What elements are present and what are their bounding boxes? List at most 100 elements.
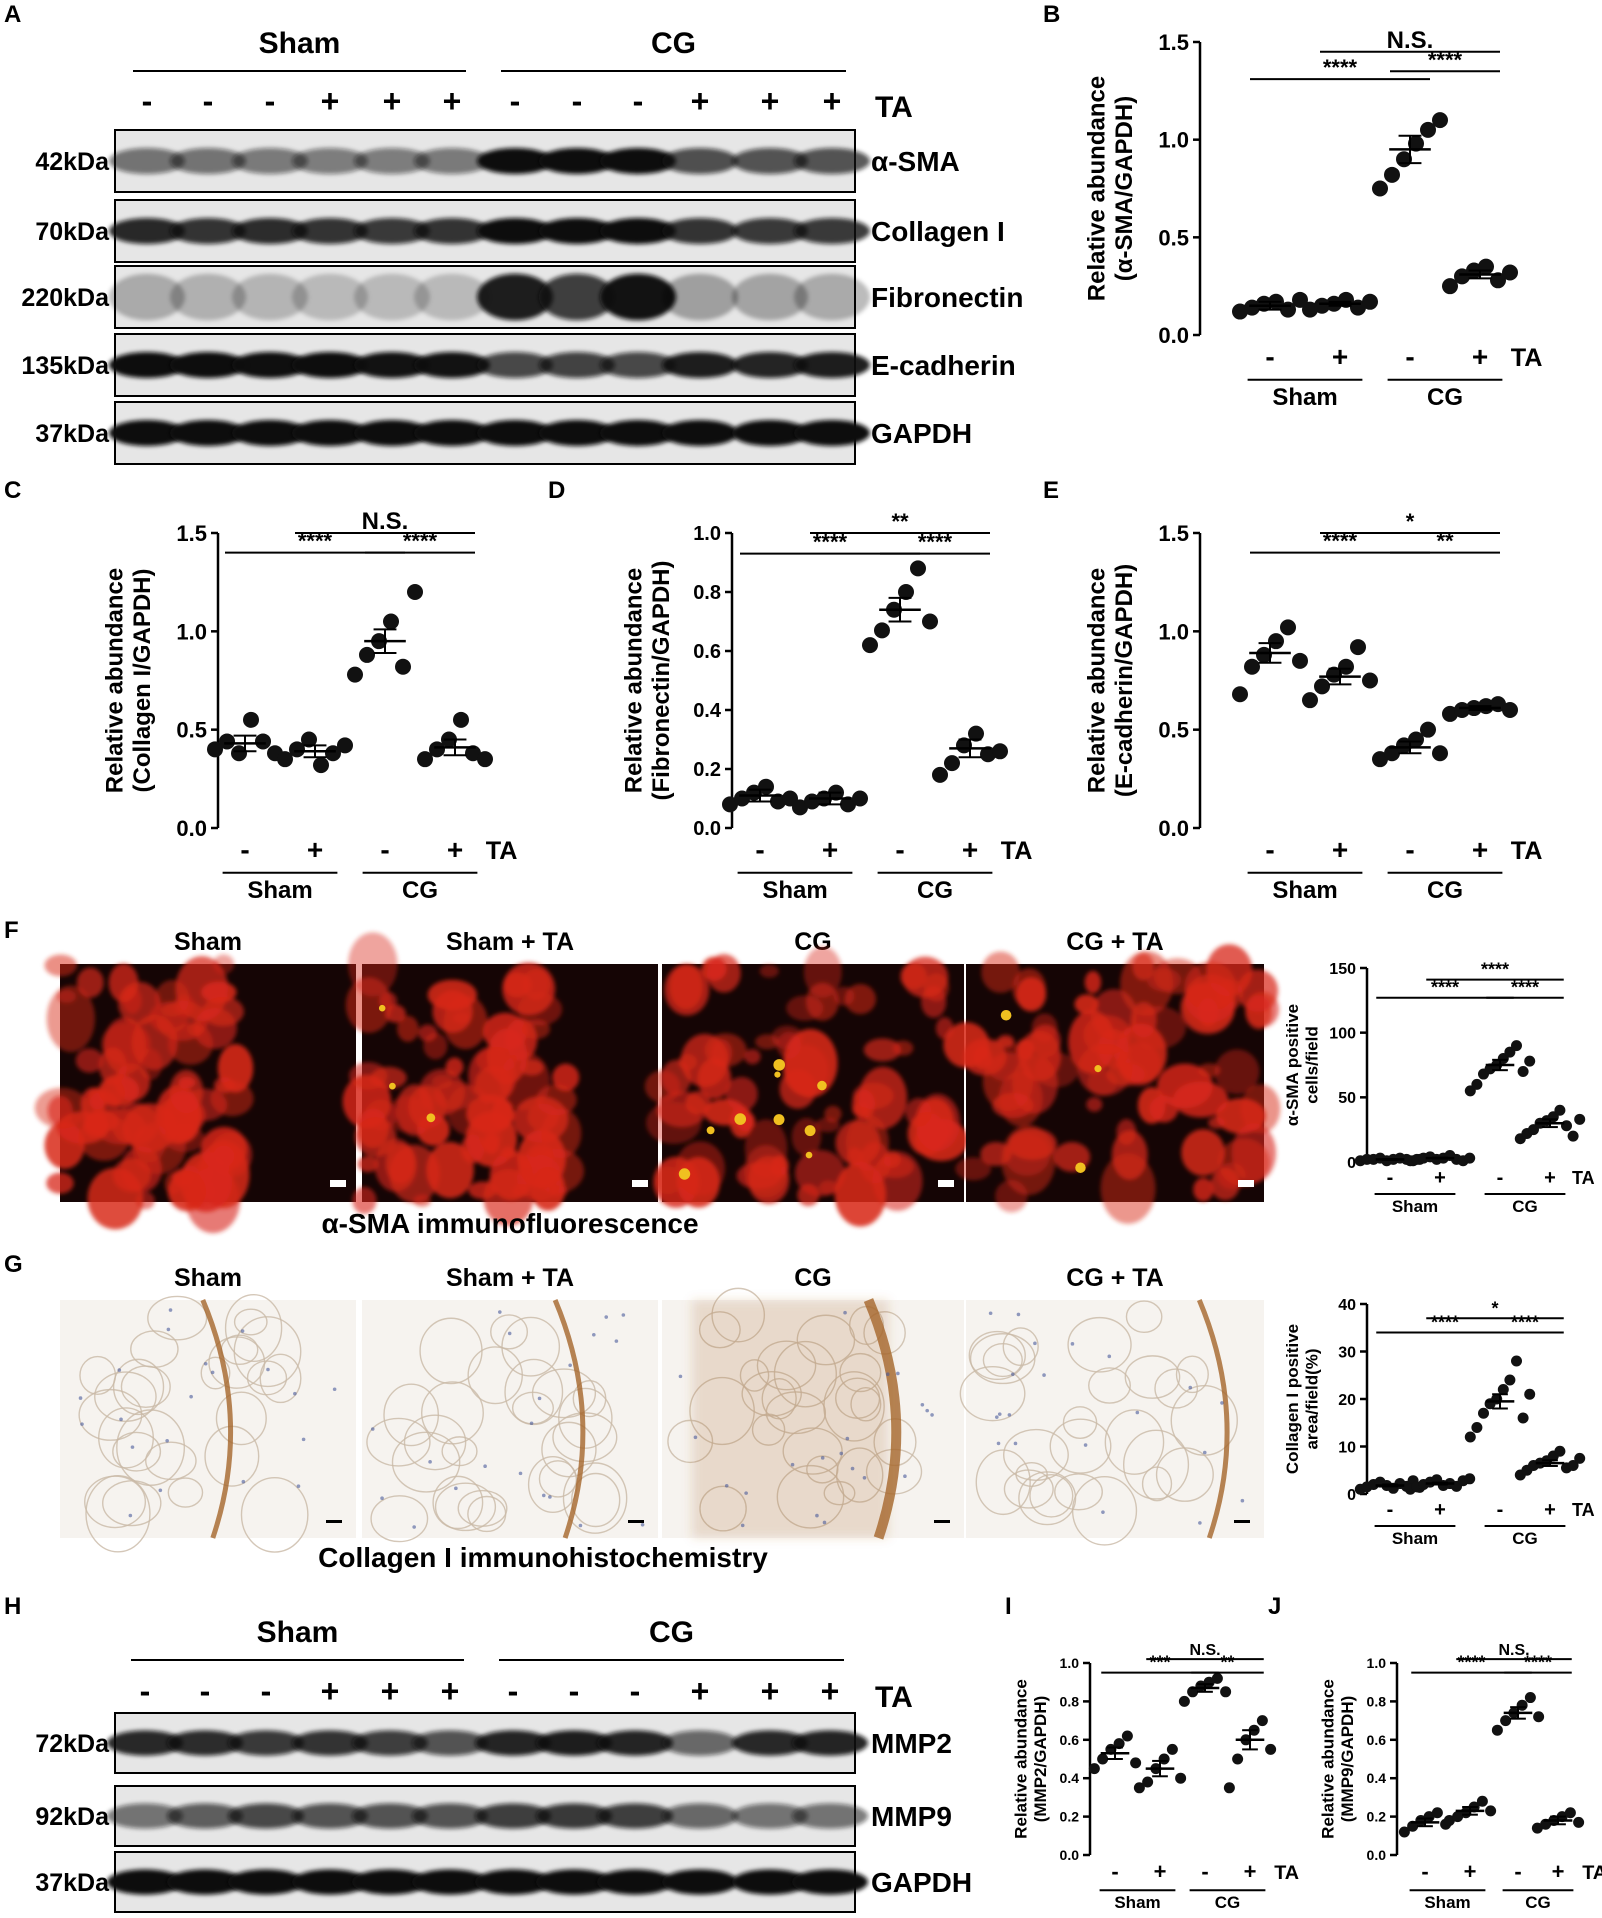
data-point xyxy=(1564,1807,1576,1819)
muscle-fiber xyxy=(759,964,779,978)
fiber-outline xyxy=(467,1495,507,1533)
muscle-fiber xyxy=(1173,1081,1229,1118)
nucleus xyxy=(1135,1410,1140,1415)
blot-band xyxy=(662,1803,738,1829)
fiber-outline xyxy=(1122,1429,1190,1500)
muscle-fiber xyxy=(1181,1129,1225,1176)
collagen-stain xyxy=(1196,1299,1230,1539)
treatment-sign: + xyxy=(1472,834,1488,865)
muscle-fiber xyxy=(786,995,824,1021)
data-point xyxy=(758,778,774,795)
panel-letter-c: C xyxy=(4,477,21,504)
data-point xyxy=(1133,1782,1145,1794)
muscle-fiber xyxy=(483,1012,528,1052)
fiber-outline xyxy=(1104,1409,1165,1475)
data-point xyxy=(1574,1452,1586,1464)
data-point xyxy=(840,796,856,813)
y-tick-label: 0.2 xyxy=(1060,1809,1080,1825)
y-tick-label: 0.4 xyxy=(1060,1770,1080,1786)
muscle-fiber xyxy=(782,1044,829,1096)
data-point xyxy=(301,731,317,748)
fiber-outline xyxy=(572,1379,607,1418)
fiber-outline xyxy=(200,1356,231,1390)
fiber-outline xyxy=(1125,1300,1163,1334)
fiber-outline xyxy=(147,1295,208,1341)
data-point xyxy=(1350,639,1366,656)
data-point xyxy=(1121,1730,1133,1742)
muscle-fiber xyxy=(76,967,104,998)
blot-band xyxy=(412,1730,488,1756)
treatment-sign: - xyxy=(1514,1859,1521,1884)
data-point xyxy=(1500,1715,1512,1727)
bottom-group-label: CG xyxy=(649,1616,694,1649)
chart-b: 0.0 0.5 1.0 1.5 Relative abundance (α-SMA/GAP… xyxy=(1083,27,1542,411)
nucleus xyxy=(189,1394,193,1399)
positive-cell xyxy=(804,1125,816,1137)
muscle-fiber xyxy=(791,1117,822,1156)
micrograph-title: Sham + TA xyxy=(446,1264,574,1292)
data-point xyxy=(1464,1431,1476,1443)
treatment-sign: + xyxy=(962,834,978,865)
blot-band xyxy=(539,217,615,245)
top-treatment-sign: - xyxy=(142,83,153,119)
data-point xyxy=(407,584,423,600)
muscle-fiber xyxy=(108,963,139,1003)
data-point xyxy=(1574,1113,1586,1125)
muscle-fiber xyxy=(416,1113,450,1146)
ihc-panel: Sham + TA xyxy=(362,1264,658,1543)
blot-band xyxy=(794,217,870,245)
nucleus xyxy=(483,1464,487,1469)
muscle-fiber xyxy=(364,1099,398,1131)
y-axis-label: α-SMA positive cells/field xyxy=(1283,1004,1322,1126)
muscle-fiber xyxy=(962,1038,1007,1076)
data-point xyxy=(1326,666,1342,683)
blot-band xyxy=(232,273,308,321)
nucleus xyxy=(1220,1401,1224,1405)
blot-band xyxy=(167,1730,243,1756)
data-point xyxy=(313,757,329,774)
data-point xyxy=(1372,180,1388,197)
blot-band xyxy=(414,419,490,447)
y-axis-label: Relative abundance (E-cadherin/GAPDH) xyxy=(1083,564,1138,797)
fiber-outline xyxy=(1002,1327,1039,1367)
muscle-fiber xyxy=(167,1171,206,1212)
y-tick-label: 0.0 xyxy=(1158,816,1189,841)
tissue-texture xyxy=(943,944,1281,1224)
treatment-label: TA xyxy=(1511,344,1543,372)
data-point xyxy=(1502,702,1518,718)
panel-letter-b: B xyxy=(1043,1,1060,28)
data-point xyxy=(1573,1816,1585,1828)
blot-band xyxy=(228,1730,304,1756)
blot-band xyxy=(414,351,490,379)
blot-band xyxy=(292,1803,368,1829)
y-label-line: Collagen I positive xyxy=(1283,1324,1302,1474)
data-point xyxy=(1384,166,1400,183)
y-tick-label: 0.8 xyxy=(693,582,721,604)
data-point xyxy=(1442,278,1458,295)
significance-label: N.S. xyxy=(362,508,409,535)
significance-label: **** xyxy=(1511,1313,1539,1333)
y-tick-label: 0.5 xyxy=(1158,225,1189,250)
muscle-fiber xyxy=(489,1151,533,1201)
data-point xyxy=(1408,731,1424,748)
muscle-fiber xyxy=(103,1017,147,1075)
blot-band xyxy=(597,1869,673,1895)
y-label-line: (α-SMA/GAPDH) xyxy=(1111,96,1138,281)
nucleus xyxy=(896,1371,900,1376)
nucleus xyxy=(578,1523,583,1528)
positive-cell xyxy=(678,1168,691,1180)
muscle-fiber xyxy=(385,1142,415,1184)
significance-label: **** xyxy=(1457,1653,1485,1673)
nucleus xyxy=(301,1437,306,1442)
blot-band xyxy=(477,147,553,175)
blot-band xyxy=(792,1803,868,1829)
protein-label: GAPDH xyxy=(871,418,972,449)
blot-band xyxy=(354,273,430,321)
data-point xyxy=(1567,1130,1579,1142)
nucleus xyxy=(203,1361,208,1366)
nucleus xyxy=(166,1327,171,1332)
top-treatment-sign: + xyxy=(321,83,340,119)
top-treatment-sign: + xyxy=(443,83,462,119)
